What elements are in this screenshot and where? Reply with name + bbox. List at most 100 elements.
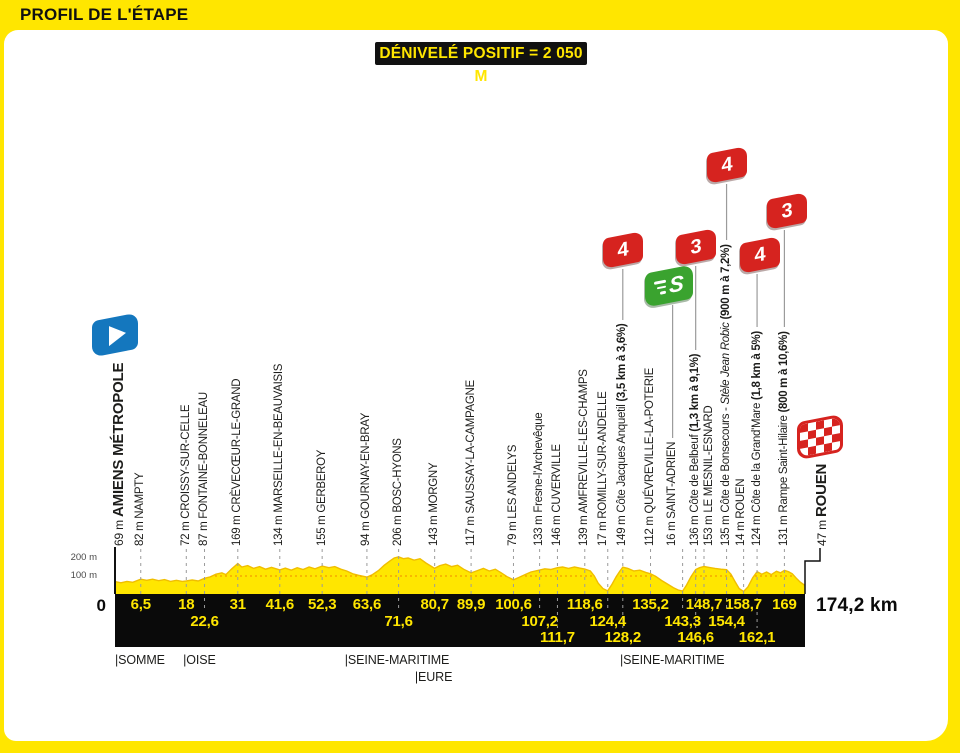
waypoint-name: QUÉVREVILLE-LA-POTERIE (644, 367, 657, 514)
waypoint-elevation: 146 m (550, 512, 563, 546)
waypoint-label: 153 m LE MESNIL-ESNARD (703, 406, 716, 546)
waypoint-name: MORGNY (428, 462, 441, 513)
waypoint-elevation: 16 m (666, 518, 679, 546)
waypoint-label: 87 m FONTAINE-BONNELEAU (198, 392, 211, 546)
distance-label: 158,7 (725, 596, 762, 613)
waypoint-name: GOURNAY-EN-BRAY (360, 412, 373, 519)
waypoint-elevation: 153 m (703, 512, 716, 546)
waypoint-elevation: 149 m (616, 512, 629, 546)
climb-category-number: 4 (617, 237, 629, 262)
waypoint-name: CUVERVILLE (550, 444, 563, 513)
y-axis-label: 200 m (70, 552, 97, 563)
waypoint-elevation: 143 m (428, 512, 441, 546)
waypoint-label: 143 m MORGNY (428, 463, 441, 546)
waypoint-label: 149 m Côte Jacques Anquetil (3,5 km à 3,… (616, 324, 629, 546)
waypoint-label: 134 m MARSEILLE-EN-BEAUVAISIS (273, 364, 286, 546)
waypoint-name: Fresne-l'Archevêque (533, 412, 546, 513)
waypoint-label: 117 m SAUSSAY-LA-CAMPAGNE (465, 380, 478, 546)
waypoint-elevation: 136 m (689, 512, 702, 546)
waypoint-name: MARSEILLE-EN-BEAUVAISIS (273, 363, 286, 513)
climb-category-number: 4 (721, 152, 733, 177)
distance-band (115, 594, 805, 647)
waypoint-elevation: 135 m (720, 512, 733, 546)
climb-category-number: 4 (754, 242, 766, 267)
waypoint-label: 69 m AMIENS MÉTROPOLE (110, 363, 127, 546)
waypoint-label: 136 m Côte de Belbeuf (1,3 km à 9,1%) (689, 354, 702, 546)
waypoint-name: Côte de Bonsecours - (720, 404, 733, 513)
elevation-gain-badge: DÉNIVELÉ POSITIF = 2 050 M (375, 42, 587, 85)
waypoint-name: ROUEN (812, 463, 830, 517)
waypoint-name: SAINT-ADRIEN (666, 441, 679, 519)
distance-label: 71,6 (384, 612, 413, 630)
distance-label: 135,2 (632, 596, 669, 613)
waypoint-elevation: 169 m (231, 512, 244, 546)
waypoint-name: Stèle Jean Robic (720, 319, 733, 405)
waypoint-name: GERBEROY (315, 449, 328, 513)
waypoint-name: FONTAINE-BONNELEAU (198, 392, 211, 519)
waypoint-label: 135 m Côte de Bonsecours - Stèle Jean Ro… (720, 244, 733, 546)
waypoint-label: 17 m ROMILLY-SUR-ANDELLE (597, 392, 610, 547)
waypoint-name: (1,3 km à 9,1%) (689, 353, 702, 432)
distance-label: 18 (178, 596, 195, 613)
department-label: |SEINE-MARITIME (344, 653, 450, 667)
distance-label: 124,4 (589, 612, 626, 630)
waypoint-elevation: 124 m (750, 512, 763, 546)
checkered-pattern (800, 417, 843, 456)
waypoint-name: BOSC-HYONS (392, 438, 405, 513)
distance-label: 148,7 (685, 596, 723, 613)
distance-label: 63,6 (352, 596, 382, 613)
waypoint-name: Rampe Saint-Hilaire (777, 412, 790, 513)
waypoint-label: 133 m Fresne-l'Archevêque (533, 413, 546, 546)
waypoint-elevation: 117 m (464, 513, 477, 546)
waypoint-label: 146 m CUVERVILLE (551, 444, 564, 546)
distance-label: 89,9 (456, 596, 486, 613)
waypoint-name: CROISSY-SUR-CELLE (179, 404, 192, 519)
waypoint-name: NAMPTY (134, 472, 147, 519)
waypoint-elevation: 94 m (360, 518, 373, 546)
waypoint-label: 155 m GERBEROY (316, 450, 329, 546)
waypoint-label: 16 m SAINT-ADRIEN (666, 442, 679, 546)
waypoint-name: SAUSSAY-LA-CAMPAGNE (464, 380, 477, 514)
waypoint-label: 169 m CRÈVECŒUR-LE-GRAND (231, 379, 244, 546)
waypoint-label: 47 m ROUEN (812, 463, 830, 546)
origin-distance-label: 0 (96, 596, 106, 615)
waypoint-label: 72 m CROISSY-SUR-CELLE (180, 405, 193, 546)
department-label: |EURE (414, 670, 453, 684)
department-label: |SOMME (115, 653, 165, 667)
total-distance-label: 174,2 km (816, 595, 898, 616)
waypoint-elevation: 112 m (644, 513, 657, 546)
distance-label: 80,7 (420, 596, 449, 613)
distance-label: 143,3 (664, 612, 701, 630)
waypoint-elevation: 72 m (179, 518, 192, 546)
waypoint-label: 79 m LES ANDELYS (507, 445, 520, 546)
distance-label: 22,6 (190, 612, 219, 630)
distance-label: 169 (772, 596, 797, 613)
waypoint-elevation: 69 m (111, 516, 126, 546)
distance-label: 52,3 (307, 596, 337, 613)
waypoint-elevation: 133 m (533, 512, 546, 546)
waypoint-name: LES ANDELYS (506, 444, 519, 519)
distance-label: 31 (229, 596, 246, 613)
distance-label: 128,2 (604, 628, 642, 646)
waypoint-name: (1,8 km à 5%) (750, 331, 763, 401)
waypoint-name: (3,5 km à 3,6%) (616, 323, 629, 402)
waypoint-elevation: 47 m (814, 516, 829, 546)
waypoint-elevation: 17 m (597, 518, 610, 546)
waypoint-label: 94 m GOURNAY-EN-BRAY (360, 413, 373, 546)
waypoint-elevation: 14 m (735, 518, 748, 546)
waypoint-name: Côte de la Grand'Mare (750, 400, 763, 513)
distance-label: 41,6 (265, 596, 295, 613)
waypoint-name: ROMILLY-SUR-ANDELLE (597, 391, 610, 519)
start-flag-triangle (108, 322, 126, 347)
waypoint-label: 14 m ROUEN (735, 479, 748, 546)
page-title: PROFIL DE L'ÉTAPE (20, 5, 189, 24)
waypoint-label: 206 m BOSC-HYONS (392, 438, 405, 546)
waypoint-name: CRÈVECŒUR-LE-GRAND (231, 378, 244, 513)
waypoint-name: Côte Jacques Anquetil (616, 401, 629, 513)
sprint-letter: S (668, 270, 684, 298)
distance-label: 162,1 (738, 628, 776, 646)
waypoint-elevation: 79 m (506, 518, 519, 546)
waypoint-name: AMFREVILLE-LES-CHAMPS (578, 369, 591, 514)
distance-label: 107,2 (521, 612, 558, 630)
